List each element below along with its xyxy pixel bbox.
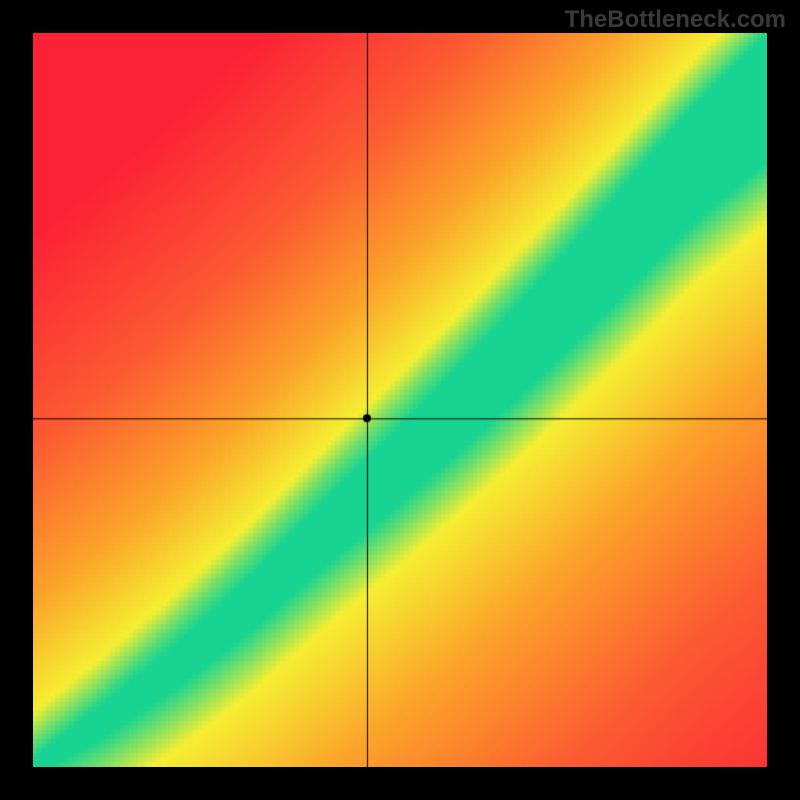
chart-frame — [33, 33, 767, 767]
bottleneck-heatmap — [33, 33, 767, 767]
watermark-text: TheBottleneck.com — [565, 6, 786, 34]
